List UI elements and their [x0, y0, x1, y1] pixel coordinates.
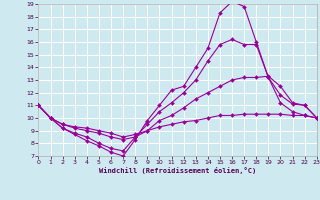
X-axis label: Windchill (Refroidissement éolien,°C): Windchill (Refroidissement éolien,°C): [99, 167, 256, 174]
